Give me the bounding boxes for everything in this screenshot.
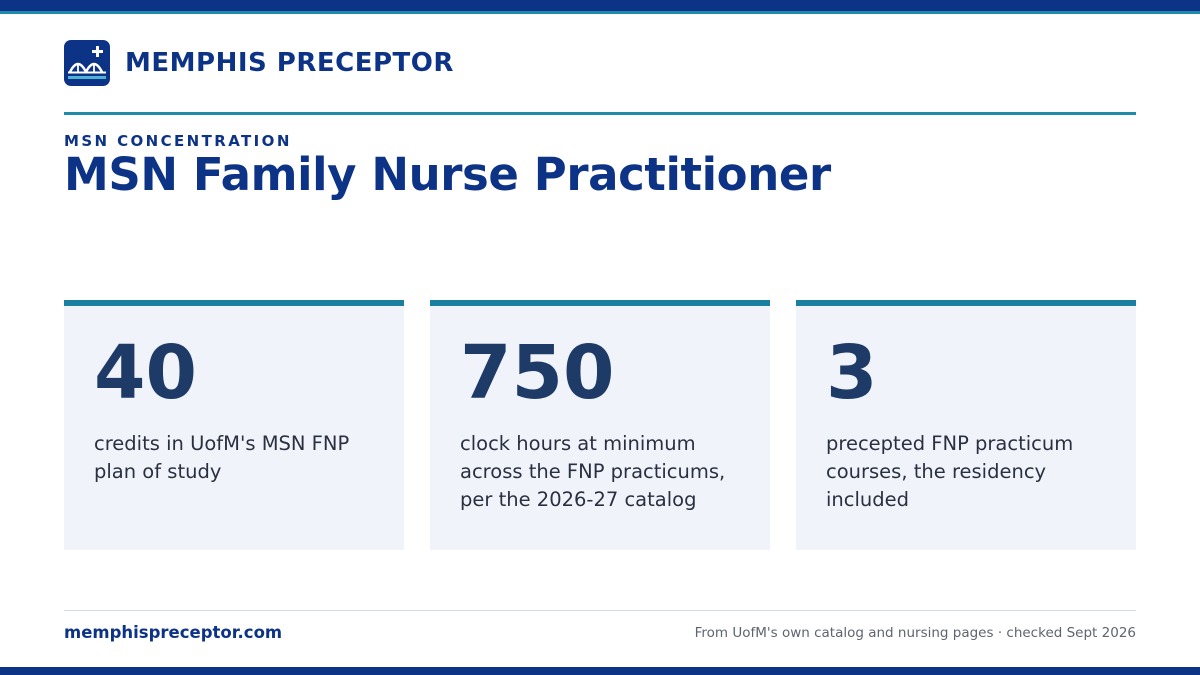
brand-name: MEMPHIS PRECEPTOR: [125, 48, 454, 78]
brand: MEMPHIS PRECEPTOR: [64, 40, 454, 86]
site-link[interactable]: memphispreceptor.com: [64, 623, 283, 642]
page-title: MSN Family Nurse Practitioner: [64, 148, 831, 201]
stat-value: 3: [826, 330, 878, 416]
stat-description: credits in UofM's MSN FNP plan of study: [94, 432, 350, 483]
stat-description: clock hours at minimum across the FNP pr…: [460, 432, 726, 511]
bridge-plus-icon: [64, 40, 110, 86]
stat-description: precepted FNP practicum courses, the res…: [826, 432, 1074, 511]
stat-card-practicum-courses: 3 precepted FNP practicum courses, the r…: [796, 300, 1136, 550]
stat-value: 40: [94, 330, 197, 416]
stat-value: 750: [460, 330, 615, 416]
header-divider: [64, 112, 1136, 115]
section-eyebrow: MSN CONCENTRATION: [64, 132, 292, 150]
bottom-accent-bar: [0, 667, 1200, 675]
top-accent-bar: [0, 0, 1200, 14]
stat-card-clock-hours: 750 clock hours at minimum across the FN…: [430, 300, 770, 550]
stat-card-credits: 40 credits in UofM's MSN FNP plan of stu…: [64, 300, 404, 550]
footer-divider: [64, 610, 1136, 611]
source-note: From UofM's own catalog and nursing page…: [694, 625, 1136, 641]
